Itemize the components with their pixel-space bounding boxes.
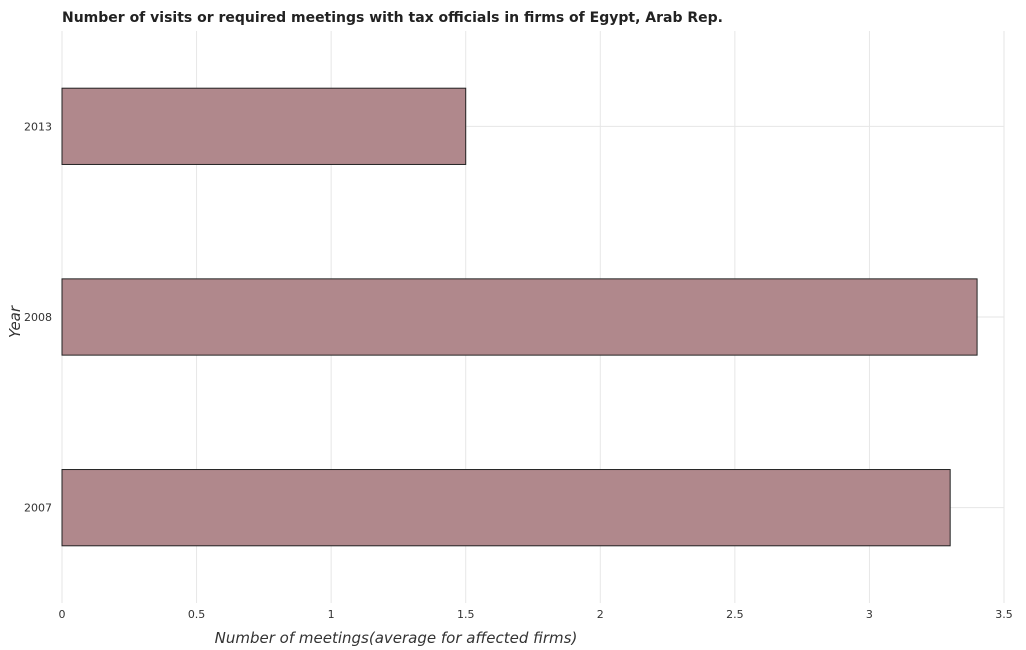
x-tick-label: 2.5 bbox=[726, 608, 744, 621]
y-axis-label: Year bbox=[6, 305, 24, 338]
x-tick-label: 3 bbox=[866, 608, 873, 621]
bar-2013 bbox=[61, 87, 467, 165]
y-tick-labels: 2007 2008 2013 bbox=[24, 120, 52, 514]
x-tick-label: 3.5 bbox=[995, 608, 1013, 621]
x-tick-label: 0 bbox=[59, 608, 66, 621]
bar-2008 bbox=[61, 278, 978, 356]
bars bbox=[61, 87, 978, 547]
x-tick-labels: 0 0.5 1 1.5 2 2.5 3 3.5 bbox=[59, 608, 1013, 621]
x-tick-label: 2 bbox=[597, 608, 604, 621]
y-tick-label: 2013 bbox=[24, 120, 52, 133]
y-tick-label: 2007 bbox=[24, 502, 52, 515]
chart-title: Number of visits or required meetings wi… bbox=[62, 10, 723, 26]
x-axis-label: Number of meetings(average for affected … bbox=[215, 629, 578, 647]
x-tick-label: 1 bbox=[328, 608, 335, 621]
y-tick-label: 2008 bbox=[24, 311, 52, 324]
x-tick-label: 0.5 bbox=[188, 608, 206, 621]
x-tick-label: 1.5 bbox=[457, 608, 475, 621]
bar-2007 bbox=[61, 469, 951, 547]
